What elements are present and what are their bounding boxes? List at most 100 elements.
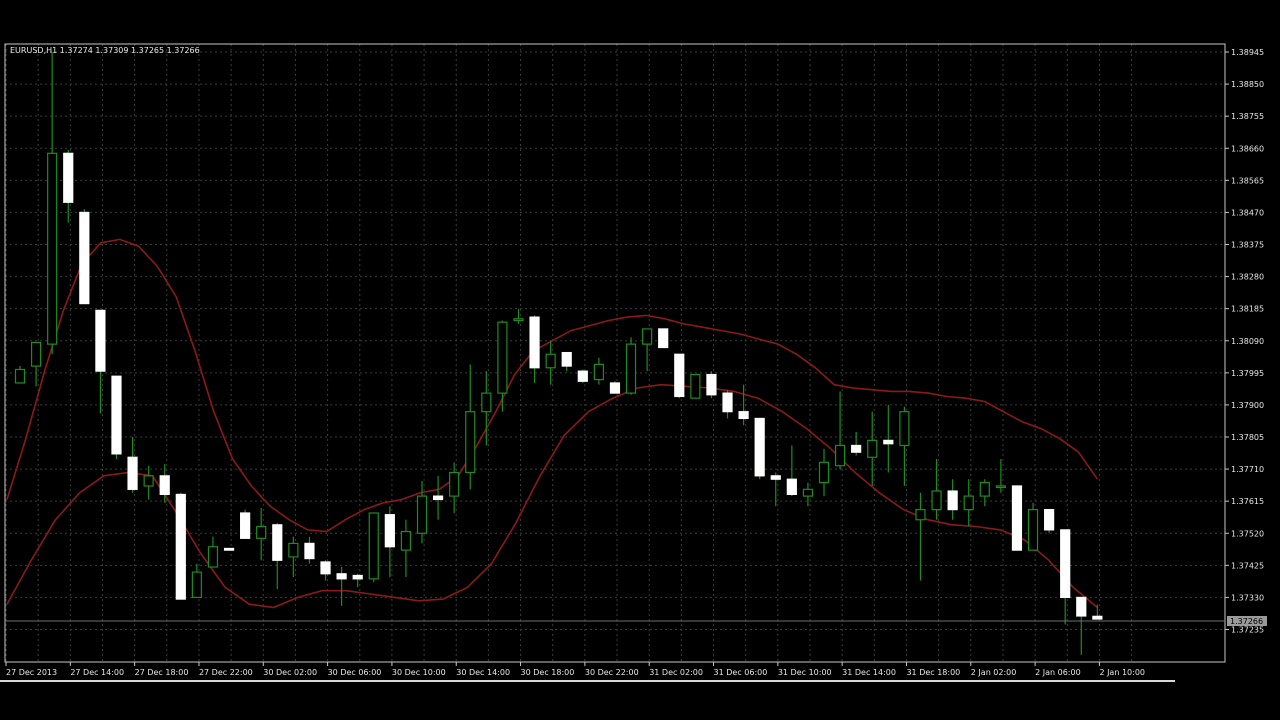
y-tick-label: 1.38755 — [1231, 112, 1264, 121]
candle-bear — [175, 493, 186, 600]
y-tick-label: 1.38945 — [1231, 48, 1264, 57]
candle-bull — [545, 353, 556, 369]
candle-bear — [786, 478, 797, 496]
candle-bull — [625, 343, 637, 394]
candle-bear — [738, 411, 749, 420]
x-tick-label: 30 Dec 22:00 — [585, 668, 639, 677]
y-tick-label: 1.37425 — [1231, 561, 1264, 570]
candle-bear — [240, 512, 251, 539]
candle-bull — [288, 542, 299, 558]
y-tick-label: 1.37900 — [1231, 401, 1264, 410]
candle-bull — [368, 512, 379, 580]
y-tick-label: 1.38090 — [1231, 337, 1264, 346]
candle-bear — [529, 316, 540, 369]
symbol-info: EURUSD,H1 1.37274 1.37309 1.37265 1.3726… — [10, 46, 200, 55]
candle-bull — [642, 328, 653, 345]
y-tick-label: 1.37520 — [1231, 529, 1264, 538]
candle-bear — [1076, 596, 1087, 617]
candle-bull — [1027, 509, 1039, 551]
current-price-box — [1227, 616, 1267, 626]
candle-bear — [272, 524, 283, 561]
candle-bear — [320, 561, 331, 575]
x-tick-label: 2 Jan 06:00 — [1035, 668, 1081, 677]
current-price-label: 1.37266 — [1230, 617, 1263, 626]
candle-bear — [304, 542, 315, 560]
candles — [14, 52, 1103, 655]
x-tick-label: 31 Dec 18:00 — [906, 668, 960, 677]
candle-bear — [658, 328, 669, 349]
candle-bear — [883, 439, 894, 445]
candle-bull — [256, 525, 267, 539]
candle-bull — [867, 439, 878, 458]
grid — [5, 44, 1225, 662]
price-axis: 1.38945 1.38850 1.38755 1.38660 1.38565 1.384… — [1225, 48, 1264, 635]
candle-bull — [915, 509, 926, 521]
candle-bear — [432, 495, 444, 501]
x-tick-label: 30 Dec 02:00 — [263, 668, 317, 677]
x-tick-label: 27 Dec 14:00 — [70, 668, 124, 677]
y-tick-label: 1.37615 — [1231, 497, 1264, 506]
candle-bull — [899, 411, 910, 447]
candle-bull — [30, 341, 42, 367]
candle-bull — [400, 530, 412, 551]
candle-bear — [754, 417, 765, 477]
candle-bear — [336, 573, 347, 580]
candle-bull — [995, 485, 1006, 489]
candle-bear — [947, 490, 958, 511]
y-tick-label: 1.38660 — [1231, 144, 1264, 153]
candle-bull — [449, 471, 460, 497]
candle-bear — [1011, 485, 1023, 551]
x-tick-label: 30 Dec 14:00 — [456, 668, 510, 677]
candle-bear — [95, 309, 106, 372]
x-tick-label: 2 Jan 02:00 — [971, 668, 1017, 677]
candle-bear — [561, 351, 572, 367]
candle-bull — [416, 495, 428, 534]
candle-bear — [577, 370, 588, 382]
candle-bull — [931, 490, 942, 511]
candle-bear — [1060, 529, 1071, 599]
candle-bear — [1044, 509, 1055, 531]
y-tick-label: 1.37710 — [1231, 465, 1264, 474]
candle-bull — [465, 411, 476, 474]
candle-bear — [79, 211, 90, 305]
candle-bear — [384, 514, 395, 548]
x-tick-label: 27 Dec 22:00 — [199, 668, 253, 677]
candle-bull — [979, 481, 990, 497]
candle-bear — [127, 456, 138, 490]
x-tick-label: 31 Dec 10:00 — [778, 668, 832, 677]
y-tick-label: 1.37995 — [1231, 369, 1264, 378]
x-tick-label: 27 Dec 18:00 — [135, 668, 189, 677]
candle-bear — [159, 475, 170, 496]
candle-bear — [722, 392, 733, 413]
x-tick-label: 30 Dec 10:00 — [392, 668, 446, 677]
x-tick-label: 31 Dec 06:00 — [714, 668, 768, 677]
candle-bull — [513, 318, 524, 322]
candle-bull — [47, 152, 58, 345]
candle-bull — [690, 373, 701, 399]
candle-bull — [481, 392, 492, 413]
y-tick-label: 1.38470 — [1231, 208, 1264, 217]
y-tick-label: 1.38565 — [1231, 176, 1264, 185]
candle-bull — [14, 368, 26, 384]
candle-bull — [963, 495, 974, 511]
candle-bear — [770, 475, 781, 480]
upper-band-line — [6, 238, 1099, 533]
x-tick-label: 30 Dec 06:00 — [328, 668, 382, 677]
x-tick-label: 31 Dec 14:00 — [842, 668, 896, 677]
candle-bear — [706, 373, 717, 396]
candle-bear — [352, 574, 363, 580]
y-tick-label: 1.37805 — [1231, 433, 1264, 442]
time-axis: 27 Dec 2013 27 Dec 14:00 27 Dec 18:00 27 De… — [5, 662, 1145, 677]
x-tick-label: 2 Jan 10:00 — [1099, 668, 1145, 677]
y-tick-label: 1.38280 — [1231, 273, 1264, 282]
candle-bull — [497, 321, 508, 394]
y-tick-label: 1.37235 — [1231, 626, 1264, 635]
y-tick-label: 1.38375 — [1231, 241, 1264, 250]
y-tick-label: 1.38185 — [1231, 305, 1264, 314]
x-tick-label: 31 Dec 02:00 — [649, 668, 703, 677]
candle-bull — [802, 488, 814, 497]
candle-bull — [143, 475, 154, 487]
candle-bear — [851, 444, 862, 453]
